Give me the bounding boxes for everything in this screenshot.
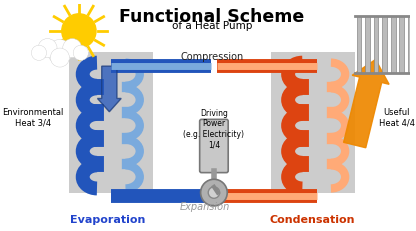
Circle shape xyxy=(208,187,220,198)
Circle shape xyxy=(73,46,89,61)
Bar xyxy=(382,17,387,73)
Circle shape xyxy=(201,179,227,206)
Text: Functional Scheme: Functional Scheme xyxy=(119,8,305,26)
Bar xyxy=(399,17,404,73)
Bar xyxy=(69,53,153,193)
Bar xyxy=(365,17,370,73)
Text: Evaporation: Evaporation xyxy=(70,214,145,224)
Text: Condensation: Condensation xyxy=(269,214,354,224)
Text: Compression: Compression xyxy=(181,52,244,62)
Text: Driving
Power
(e.g. Electricity)
1/4: Driving Power (e.g. Electricity) 1/4 xyxy=(183,108,245,148)
Text: Environmental
Heat 3/4: Environmental Heat 3/4 xyxy=(2,107,64,127)
Circle shape xyxy=(38,39,57,58)
Text: Useful
Heat 4/4: Useful Heat 4/4 xyxy=(379,107,414,127)
Circle shape xyxy=(31,46,47,61)
Bar xyxy=(357,17,362,73)
FancyBboxPatch shape xyxy=(200,120,228,173)
Text: Expansion: Expansion xyxy=(179,201,230,211)
FancyArrow shape xyxy=(344,60,389,148)
Circle shape xyxy=(63,39,82,58)
Circle shape xyxy=(62,15,96,49)
Bar xyxy=(374,17,379,73)
Bar xyxy=(391,17,396,73)
Text: of a Heat Pump: of a Heat Pump xyxy=(172,21,252,31)
Bar xyxy=(408,17,413,73)
Circle shape xyxy=(47,40,72,65)
Bar xyxy=(271,53,355,193)
Circle shape xyxy=(50,49,69,68)
FancyArrow shape xyxy=(97,67,121,112)
